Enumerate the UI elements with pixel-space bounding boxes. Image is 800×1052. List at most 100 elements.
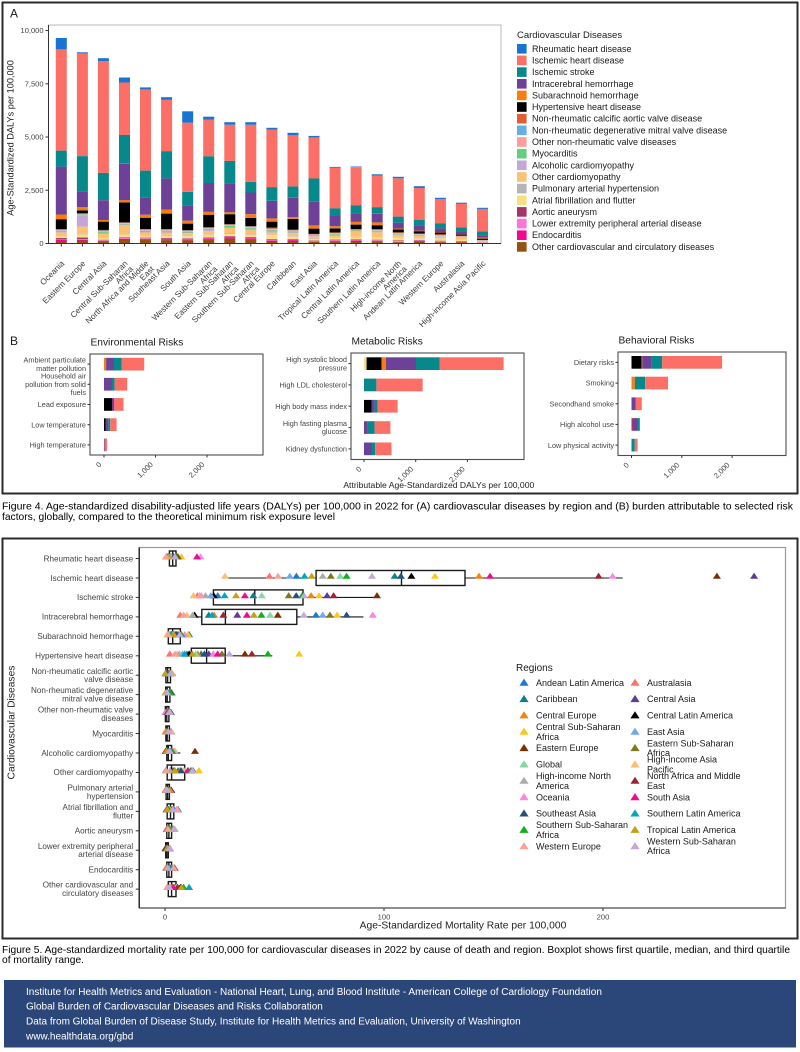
svg-text:Hypertensive heart disease: Hypertensive heart disease <box>532 102 641 112</box>
svg-text:Rheumatic heart disease: Rheumatic heart disease <box>532 44 632 54</box>
svg-text:pressure: pressure <box>319 363 347 372</box>
svg-text:2,500: 2,500 <box>25 186 44 195</box>
svg-text:Global: Global <box>536 760 562 770</box>
svg-text:Household air: Household air <box>41 372 87 381</box>
svg-text:High-income North: High-income North <box>536 771 611 781</box>
svg-text:Alcoholic cardiomyopathy: Alcoholic cardiomyopathy <box>532 160 635 170</box>
svg-text:0: 0 <box>622 461 631 470</box>
svg-text:glucose: glucose <box>322 427 347 436</box>
svg-text:Southern Sub-Saharan: Southern Sub-Saharan <box>536 820 628 830</box>
svg-text:Data from Global Burden of Dis: Data from Global Burden of Disease Study… <box>26 1017 521 1028</box>
svg-text:Figure 5. Age-standardized mor: Figure 5. Age-standardized mortality rat… <box>2 944 790 956</box>
svg-text:Institute for Health Metrics a: Institute for Health Metrics and Evaluat… <box>26 987 602 998</box>
svg-text:Ischemic stroke: Ischemic stroke <box>77 593 134 602</box>
svg-text:B: B <box>10 334 18 348</box>
svg-text:Non-rheumatic calcific aortic: Non-rheumatic calcific aortic valve dise… <box>532 114 702 124</box>
svg-text:Other cardiovascular and: Other cardiovascular and <box>43 881 133 890</box>
svg-text:Atrial fibrillation and: Atrial fibrillation and <box>63 803 134 812</box>
svg-text:Eastern Europe: Eastern Europe <box>536 743 599 753</box>
svg-text:factors, globally, compared to: factors, globally, compared to the theor… <box>2 511 335 523</box>
svg-text:200: 200 <box>597 913 610 922</box>
svg-text:Low physical activity: Low physical activity <box>548 441 614 450</box>
svg-text:Myocarditis: Myocarditis <box>92 729 133 738</box>
svg-text:1,000: 1,000 <box>135 460 155 480</box>
svg-text:5,000: 5,000 <box>25 133 44 142</box>
svg-text:High alcohol use: High alcohol use <box>560 420 614 429</box>
svg-text:Central Europe: Central Europe <box>536 711 597 721</box>
svg-text:Southern Latin America: Southern Latin America <box>647 809 741 819</box>
svg-text:www.healthdata.org/gbd: www.healthdata.org/gbd <box>25 1032 133 1043</box>
svg-text:circulatory diseases: circulatory diseases <box>62 889 133 898</box>
svg-text:East: East <box>647 781 666 791</box>
svg-text:Subarachnoid hemorrhage: Subarachnoid hemorrhage <box>532 90 639 100</box>
svg-text:High temperature: High temperature <box>30 441 86 450</box>
svg-text:Central Sub-Saharan: Central Sub-Saharan <box>536 722 621 732</box>
svg-text:Behavioral Risks: Behavioral Risks <box>619 336 695 347</box>
svg-text:Western Sub-Saharan: Western Sub-Saharan <box>647 836 736 846</box>
svg-text:Intracerebral hemorrhage: Intracerebral hemorrhage <box>532 79 634 89</box>
svg-text:North Africa and Middle: North Africa and Middle <box>647 771 741 781</box>
svg-text:fuels: fuels <box>71 388 87 397</box>
svg-text:Tropical Latin America: Tropical Latin America <box>647 825 736 835</box>
svg-text:America: America <box>536 781 569 791</box>
svg-text:2,000: 2,000 <box>712 461 732 481</box>
svg-text:Age-Standardized Mortality Rat: Age-Standardized Mortality Rate per 100,… <box>360 921 567 932</box>
svg-text:Low temperature: Low temperature <box>31 420 86 429</box>
svg-text:Australasia: Australasia <box>647 678 692 688</box>
svg-text:High fasting plasma: High fasting plasma <box>283 419 348 428</box>
svg-text:Caribbean: Caribbean <box>536 694 578 704</box>
svg-text:High-income Asia: High-income Asia <box>647 755 717 765</box>
svg-text:2,000: 2,000 <box>187 460 207 480</box>
svg-text:7,500: 7,500 <box>25 79 44 88</box>
svg-text:Intracerebral hemorrhage: Intracerebral hemorrhage <box>42 613 134 622</box>
svg-text:Atrial fibrillation and flutte: Atrial fibrillation and flutter <box>532 195 636 205</box>
svg-text:Southeast Asia: Southeast Asia <box>536 809 596 819</box>
svg-text:Lower extremity peripheral: Lower extremity peripheral <box>38 842 134 851</box>
svg-text:Metabolic Risks: Metabolic Risks <box>352 337 423 348</box>
svg-text:10,000: 10,000 <box>21 26 44 35</box>
svg-text:East Asia: East Asia <box>647 727 685 737</box>
svg-text:Lead exposure: Lead exposure <box>38 400 86 409</box>
svg-text:High LDL cholesterol: High LDL cholesterol <box>280 381 348 390</box>
svg-text:Africa: Africa <box>647 846 670 856</box>
svg-text:Ambient particulate: Ambient particulate <box>24 356 86 365</box>
svg-text:Non-rheumatic degenerative: Non-rheumatic degenerative <box>31 686 134 695</box>
svg-text:Non-rheumatic calcific aortic: Non-rheumatic calcific aortic <box>32 667 134 676</box>
svg-text:arterial disease: arterial disease <box>78 850 133 859</box>
svg-text:matter pollution: matter pollution <box>36 364 86 373</box>
svg-text:Age-Standardized DALYs per 100: Age-Standardized DALYs per 100,000 <box>6 60 16 216</box>
svg-text:Figure 4. Age-standardized dis: Figure 4. Age-standardized disability-ad… <box>2 501 794 513</box>
svg-text:Environmental Risks: Environmental Risks <box>91 338 184 349</box>
svg-text:Africa: Africa <box>647 748 670 758</box>
svg-text:Myocarditis: Myocarditis <box>532 149 578 159</box>
svg-text:100: 100 <box>378 913 391 922</box>
svg-text:Western Europe: Western Europe <box>536 841 601 851</box>
svg-text:Kidney dysfunction: Kidney dysfunction <box>286 445 347 454</box>
svg-text:Other non-rheumatic valve: Other non-rheumatic valve <box>38 706 134 715</box>
svg-text:Andean Latin America: Andean Latin America <box>536 678 624 688</box>
svg-text:High systolic blood: High systolic blood <box>286 355 347 364</box>
svg-text:Other cardiomyopathy: Other cardiomyopathy <box>54 768 135 777</box>
svg-text:Endocarditis: Endocarditis <box>532 230 582 240</box>
svg-text:Cardiovascular Diseases: Cardiovascular Diseases <box>517 30 622 41</box>
svg-text:mitral valve disease: mitral valve disease <box>62 695 134 704</box>
svg-text:High body mass index: High body mass index <box>275 402 347 411</box>
svg-text:Pacific: Pacific <box>647 765 674 775</box>
svg-text:of mortality range.: of mortality range. <box>2 954 84 966</box>
svg-text:A: A <box>10 7 18 21</box>
svg-text:0: 0 <box>39 239 43 248</box>
svg-text:0: 0 <box>94 460 103 469</box>
svg-text:Central Latin America: Central Latin America <box>647 711 733 721</box>
svg-text:valve disease: valve disease <box>84 675 134 684</box>
svg-text:Eastern Sub-Saharan: Eastern Sub-Saharan <box>647 738 734 748</box>
svg-text:Oceania: Oceania <box>536 792 570 802</box>
svg-text:Dietary risks: Dietary risks <box>574 358 614 367</box>
svg-text:Non-rheumatic degenerative mit: Non-rheumatic degenerative mitral valve … <box>532 125 727 135</box>
svg-text:Ischemic heart disease: Ischemic heart disease <box>532 55 624 65</box>
svg-text:Ischemic stroke: Ischemic stroke <box>532 67 595 77</box>
svg-text:Africa: Africa <box>536 732 559 742</box>
svg-text:Lower extremity peripheral art: Lower extremity peripheral arterial dise… <box>532 219 702 229</box>
svg-text:Attributable Age-Standardized: Attributable Age-Standardized DALYs per … <box>343 480 534 490</box>
svg-text:Alcoholic cardiomyopathy: Alcoholic cardiomyopathy <box>41 749 134 758</box>
svg-text:Ischemic heart disease: Ischemic heart disease <box>50 574 133 583</box>
